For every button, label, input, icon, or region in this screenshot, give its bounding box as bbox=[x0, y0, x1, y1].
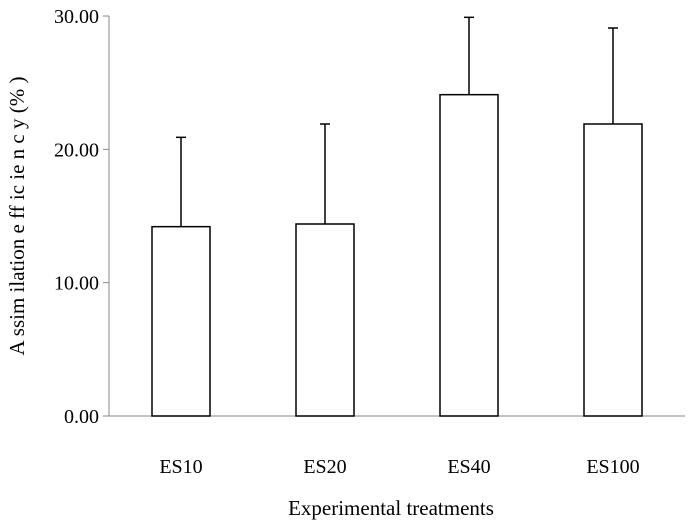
x-tick-label: ES40 bbox=[447, 456, 490, 478]
y-axis-ticks: 0.00 10.00 20.00 30.00 bbox=[54, 6, 109, 428]
y-tick-label: 0.00 bbox=[64, 406, 99, 428]
x-axis-labels: ES10 ES20 ES40 ES100 bbox=[159, 456, 639, 478]
x-tick-label: ES20 bbox=[303, 456, 346, 478]
x-axis-title: Experimental treatments bbox=[288, 496, 494, 520]
x-tick-label: ES10 bbox=[159, 456, 202, 478]
error-bars bbox=[176, 16, 618, 227]
y-tick-label: 10.00 bbox=[54, 273, 99, 295]
bar-es10 bbox=[151, 225, 211, 417]
y-tick-label: 20.00 bbox=[54, 139, 99, 161]
bar-es20 bbox=[295, 223, 355, 417]
x-tick-label: ES100 bbox=[586, 456, 639, 478]
bars bbox=[151, 93, 643, 417]
bar-es40 bbox=[439, 93, 499, 417]
y-tick-label: 30.00 bbox=[54, 6, 99, 28]
y-axis-title: A ssim ilation e ff ic ie n c y (% ) bbox=[5, 77, 29, 356]
bar-es100 bbox=[583, 123, 643, 417]
